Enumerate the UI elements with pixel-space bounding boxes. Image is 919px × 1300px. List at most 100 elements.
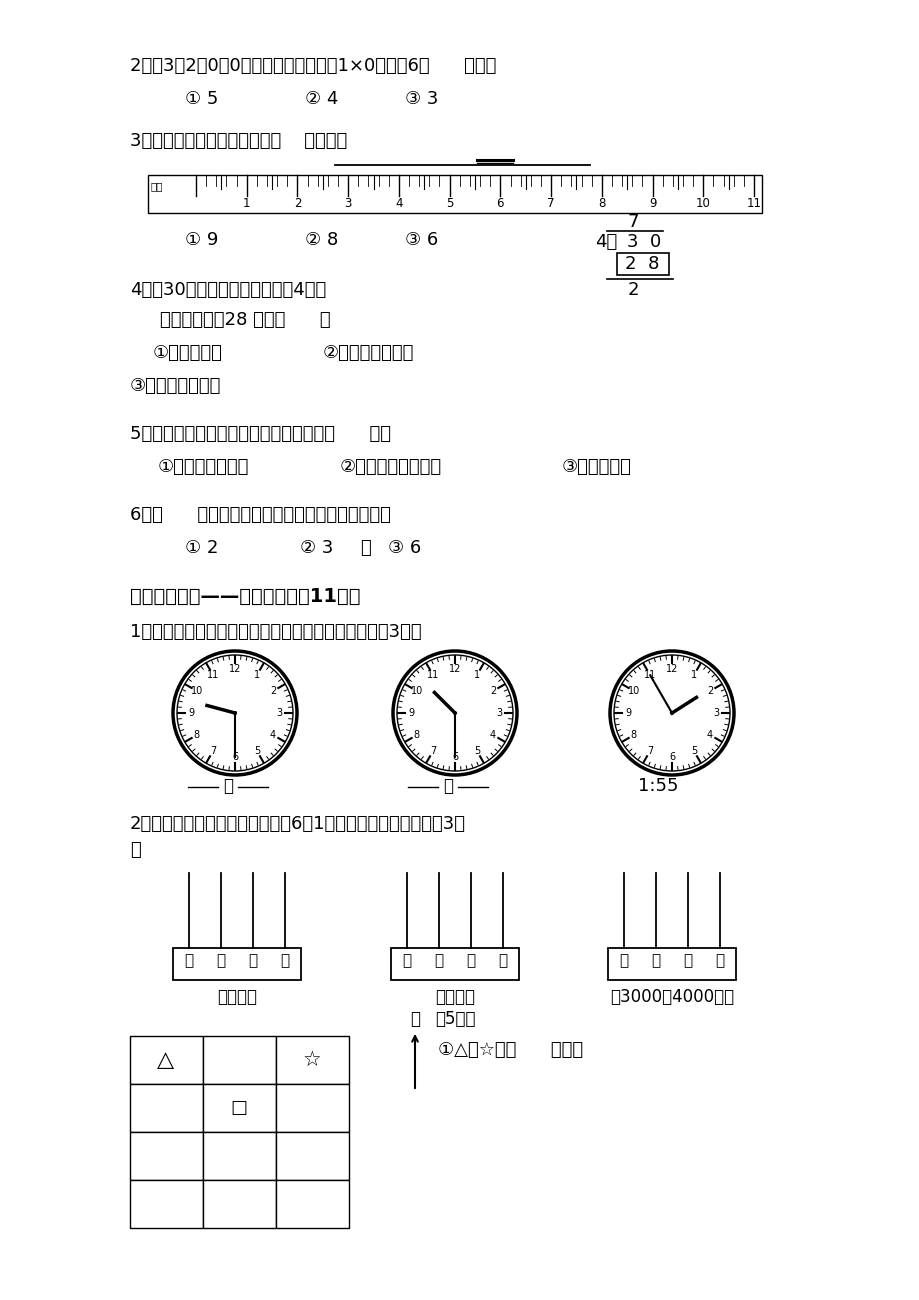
Text: 8: 8 bbox=[414, 731, 419, 740]
Text: 2: 2 bbox=[706, 686, 712, 696]
Text: 5: 5 bbox=[446, 196, 453, 209]
Text: 右边绝式中皂28 表示（      ）: 右边绝式中皂28 表示（ ） bbox=[160, 311, 330, 329]
Text: 3: 3 bbox=[712, 708, 719, 718]
Text: 8: 8 bbox=[194, 731, 199, 740]
Text: 千: 千 bbox=[402, 953, 411, 968]
Text: 7: 7 bbox=[429, 746, 436, 757]
Text: □: □ bbox=[231, 1098, 247, 1117]
Text: ① 9: ① 9 bbox=[185, 231, 218, 250]
Text: 5: 5 bbox=[473, 746, 480, 757]
Text: 1: 1 bbox=[243, 196, 250, 209]
Circle shape bbox=[613, 655, 729, 771]
Text: 个: 个 bbox=[498, 953, 507, 968]
Text: 2: 2 bbox=[627, 281, 638, 299]
Text: 最大的数: 最大的数 bbox=[217, 988, 256, 1006]
Text: 8: 8 bbox=[630, 731, 636, 740]
Bar bbox=[203, 1084, 276, 1132]
Text: 4: 4 bbox=[490, 731, 495, 740]
Text: ①黑板上的直角大: ①黑板上的直角大 bbox=[158, 458, 249, 476]
Text: 2: 2 bbox=[293, 196, 301, 209]
Text: 12: 12 bbox=[448, 664, 460, 673]
Text: 北: 北 bbox=[410, 1010, 420, 1028]
Text: 厘米: 厘米 bbox=[151, 181, 164, 191]
Bar bbox=[391, 948, 518, 980]
Text: 11: 11 bbox=[426, 670, 438, 680]
Text: 11: 11 bbox=[207, 670, 219, 680]
Text: 4、有30支铅笔，每个小朋友分4支。: 4、有30支铅笔，每个小朋友分4支。 bbox=[130, 281, 326, 299]
Text: 四、手脑并用——画画填填。（11分）: 四、手脑并用——画画填填。（11分） bbox=[130, 588, 360, 606]
Text: ：: ： bbox=[222, 777, 233, 796]
Text: 2: 2 bbox=[269, 686, 276, 696]
Text: ③两个一样大: ③两个一样大 bbox=[562, 458, 631, 476]
Text: 9: 9 bbox=[624, 708, 630, 718]
Text: 2  8: 2 8 bbox=[624, 255, 659, 273]
Bar bbox=[130, 1132, 203, 1180]
Bar bbox=[130, 1084, 203, 1132]
Bar bbox=[148, 176, 761, 213]
Text: 9: 9 bbox=[407, 708, 414, 718]
Text: 9: 9 bbox=[648, 196, 655, 209]
Text: 3、下图中绳子的长度大约为（    ）厘米。: 3、下图中绳子的长度大约为（ ）厘米。 bbox=[130, 133, 346, 150]
Bar bbox=[203, 1036, 276, 1084]
Bar bbox=[130, 1036, 203, 1084]
Text: 3  0: 3 0 bbox=[627, 233, 661, 251]
Text: 6: 6 bbox=[668, 751, 675, 762]
Text: 2、用3、2、0、0组成的四位数，只词1×0的数有6（      ）个。: 2、用3、2、0、0组成的四位数，只词1×0的数有6（ ）个。 bbox=[130, 57, 496, 75]
Text: ③ 3: ③ 3 bbox=[404, 90, 437, 108]
Text: ① 5: ① 5 bbox=[185, 90, 218, 108]
Text: 百: 百 bbox=[434, 953, 443, 968]
Text: 3: 3 bbox=[276, 708, 282, 718]
Bar bbox=[173, 948, 301, 980]
Text: 10: 10 bbox=[190, 686, 203, 696]
Text: 2: 2 bbox=[490, 686, 495, 696]
Text: 十: 十 bbox=[683, 953, 692, 968]
Bar bbox=[276, 1180, 348, 1228]
Text: 5: 5 bbox=[690, 746, 697, 757]
Bar bbox=[203, 1132, 276, 1180]
Text: 5: 5 bbox=[254, 746, 260, 757]
Text: 7: 7 bbox=[646, 746, 652, 757]
Text: ：: ： bbox=[443, 777, 452, 796]
Text: 12: 12 bbox=[665, 664, 677, 673]
Bar bbox=[607, 948, 735, 980]
Text: 4: 4 bbox=[395, 196, 403, 209]
Bar bbox=[203, 1180, 276, 1228]
Text: ③ 6: ③ 6 bbox=[388, 540, 421, 556]
Text: 最小的数: 最小的数 bbox=[435, 988, 474, 1006]
Text: ① 2: ① 2 bbox=[185, 540, 218, 556]
Text: 11: 11 bbox=[643, 670, 655, 680]
Text: 个: 个 bbox=[715, 953, 724, 968]
Text: 8: 8 bbox=[597, 196, 605, 209]
Text: 10: 10 bbox=[695, 196, 710, 209]
Circle shape bbox=[176, 655, 292, 771]
Text: ② 4: ② 4 bbox=[305, 90, 338, 108]
Circle shape bbox=[397, 655, 513, 771]
Text: 6: 6 bbox=[451, 751, 458, 762]
Text: 在3000到4000的数: 在3000到4000的数 bbox=[609, 988, 733, 1006]
Text: 个: 个 bbox=[280, 953, 289, 968]
Text: ①△在☆的（      ）面。: ①△在☆的（ ）面。 bbox=[437, 1041, 583, 1059]
Text: ③ 6: ③ 6 bbox=[404, 231, 437, 250]
Text: 1、根据钟面写时刻或根据时刻在钟面上画出分针。（3分）: 1、根据钟面写时刻或根据时刻在钟面上画出分针。（3分） bbox=[130, 623, 421, 641]
Text: ）: ） bbox=[130, 841, 141, 859]
Text: 1: 1 bbox=[690, 670, 697, 680]
Text: 十: 十 bbox=[248, 953, 257, 968]
Text: 3: 3 bbox=[344, 196, 351, 209]
Text: 1: 1 bbox=[473, 670, 480, 680]
Circle shape bbox=[669, 711, 674, 715]
Text: ③一共要分的铅笔: ③一共要分的铅笔 bbox=[130, 377, 221, 395]
Text: 4）: 4） bbox=[595, 233, 617, 251]
Text: 千: 千 bbox=[618, 953, 628, 968]
Bar bbox=[130, 1180, 203, 1228]
Text: 9: 9 bbox=[187, 708, 194, 718]
Text: 12: 12 bbox=[229, 664, 241, 673]
Text: ②已经分掎的铅笔: ②已经分掎的铅笔 bbox=[323, 344, 414, 361]
Bar bbox=[276, 1084, 348, 1132]
Text: 6: 6 bbox=[232, 751, 238, 762]
Text: 11: 11 bbox=[745, 196, 761, 209]
Text: ．: ． bbox=[359, 540, 370, 556]
Text: ①还剩的铅笔: ①还剩的铅笔 bbox=[153, 344, 222, 361]
Bar bbox=[617, 254, 668, 276]
Text: （5分）: （5分） bbox=[435, 1010, 475, 1028]
Text: 千: 千 bbox=[184, 953, 193, 968]
